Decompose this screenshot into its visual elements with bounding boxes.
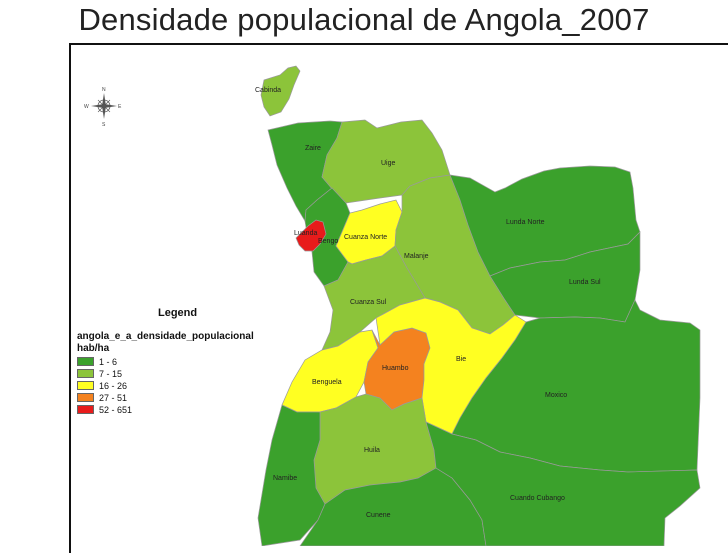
label-malanje: Malanje <box>404 253 429 260</box>
legend-swatch <box>77 381 94 390</box>
label-cuanza-sul: Cuanza Sul <box>350 299 387 306</box>
legend-swatch <box>77 393 94 402</box>
compass-e-label: E <box>118 104 122 110</box>
legend-range: 1 - 6 <box>99 356 118 367</box>
legend-unit: hab/ha <box>77 343 110 354</box>
label-lunda-sul: Lunda Sul <box>569 279 601 286</box>
legend-range: 52 - 651 <box>99 404 133 415</box>
label-cabinda: Cabinda <box>255 87 281 94</box>
label-lunda-norte: Lunda Norte <box>506 219 545 226</box>
legend-row: 1 - 6 <box>77 356 297 367</box>
province-luanda <box>295 219 327 252</box>
legend-layer-name: angola_e_a_densidade_populacional <box>77 331 254 342</box>
label-cuanza-norte: Cuanza Norte <box>344 234 387 241</box>
legend-range: 16 - 26 <box>99 380 128 391</box>
label-uige: Uige <box>381 160 396 167</box>
legend-title: Legend <box>158 307 198 319</box>
legend-row: 52 - 651 <box>77 404 297 415</box>
label-huila: Huila <box>364 447 380 454</box>
map-title: Densidade populacional de Angola_2007 <box>78 2 650 37</box>
north-arrow-compass-icon: N S E W <box>84 87 122 128</box>
province-cuando-cubango <box>425 421 701 546</box>
compass-n-label: N <box>102 87 106 93</box>
legend-row: 16 - 26 <box>77 380 297 391</box>
legend-swatch <box>77 369 94 378</box>
compass-w-label: W <box>84 104 89 110</box>
province-lunda-sul <box>489 231 641 323</box>
map-legend: Legend angola_e_a_densidade_populacional… <box>77 307 297 415</box>
legend-range: 7 - 15 <box>99 368 123 379</box>
map-frame <box>69 43 728 553</box>
legend-row: 27 - 51 <box>77 392 297 403</box>
label-benguela: Benguela <box>312 379 342 386</box>
label-cuando-cubango: Cuando Cubango <box>510 495 565 502</box>
legend-swatch <box>77 357 94 366</box>
legend-row: 7 - 15 <box>77 368 297 379</box>
legend-swatch <box>77 405 94 414</box>
label-huambo: Huambo <box>382 365 409 372</box>
label-bie: Bie <box>456 356 466 363</box>
province-cabinda <box>260 65 301 117</box>
label-moxico: Moxico <box>545 392 567 399</box>
label-bengo: Bengo <box>318 238 338 245</box>
label-zaire: Zaire <box>305 145 321 152</box>
compass-s-label: S <box>102 122 106 128</box>
label-cunene: Cunene <box>366 512 391 519</box>
label-namibe: Namibe <box>273 475 297 482</box>
label-luanda: Luanda <box>294 230 317 237</box>
legend-range: 27 - 51 <box>99 392 128 403</box>
province-lunda-norte <box>449 165 641 277</box>
